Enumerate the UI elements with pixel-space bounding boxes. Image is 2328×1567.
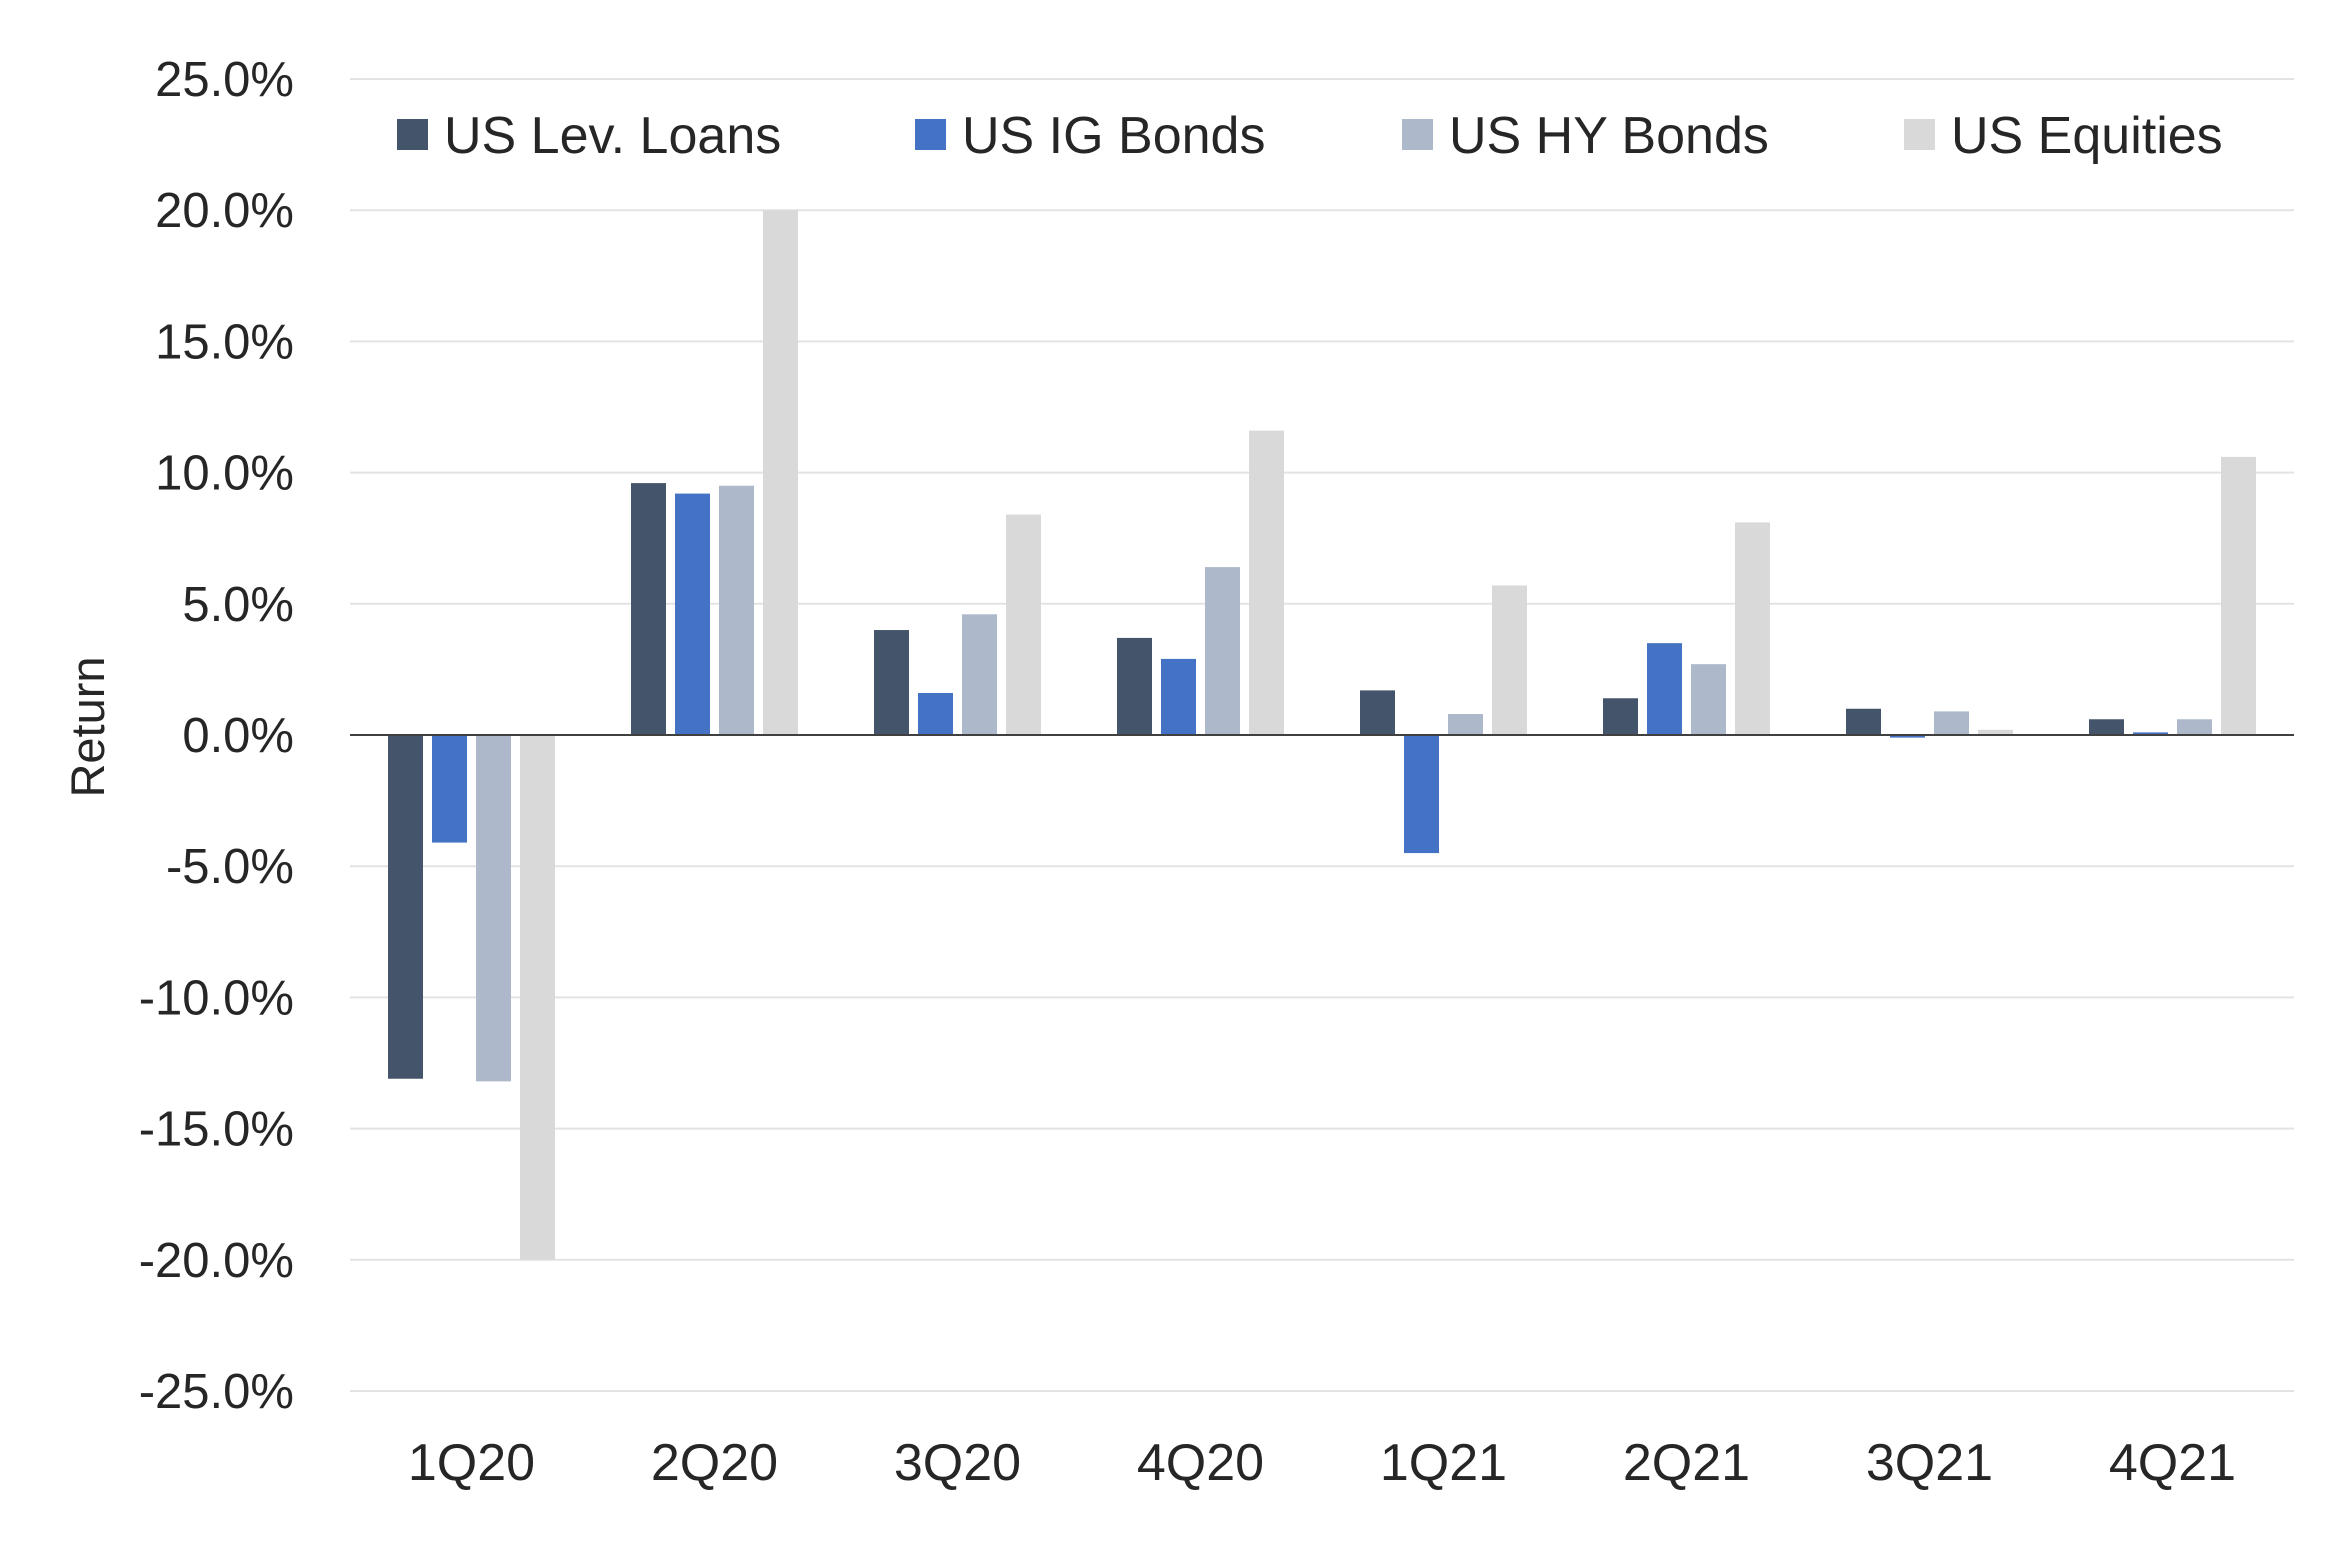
legend-item-us-equities: US Equities — [1904, 107, 2223, 165]
x-category-label: 1Q21 — [1380, 1434, 1507, 1492]
bar-us-hy-bonds-3q20 — [962, 614, 997, 735]
legend-swatch — [1402, 119, 1433, 150]
y-tick-label: -5.0% — [166, 840, 294, 894]
bar-us-ig-bonds-4q20 — [1161, 658, 1196, 735]
bar-us-lev-loans-1q20 — [388, 735, 423, 1079]
x-category-label: 3Q20 — [894, 1434, 1021, 1492]
bar-us-equities-4q20 — [1249, 430, 1284, 735]
bar-us-equities-4q21 — [2221, 456, 2256, 735]
legend-label: US HY Bonds — [1449, 107, 1769, 165]
legend-item-us-hy-bonds: US HY Bonds — [1402, 107, 1769, 165]
y-tick-label: 5.0% — [182, 578, 294, 632]
x-category-label: 4Q20 — [1137, 1434, 1264, 1492]
y-tick-label: -25.0% — [139, 1365, 294, 1419]
legend-item-us-lev-loans: US Lev. Loans — [397, 107, 781, 165]
y-tick-label: -10.0% — [139, 971, 294, 1025]
legend-swatch — [915, 119, 946, 150]
x-category-label: 2Q20 — [651, 1434, 778, 1492]
bar-us-lev-loans-3q21 — [1846, 708, 1881, 735]
bar-us-lev-loans-2q20 — [631, 483, 666, 735]
bar-us-lev-loans-4q21 — [2089, 719, 2124, 735]
y-tick-label: 0.0% — [182, 709, 294, 763]
bar-us-equities-2q20 — [763, 210, 798, 735]
x-category-label: 4Q21 — [2109, 1434, 2236, 1492]
y-tick-label: -20.0% — [139, 1234, 294, 1288]
bar-us-lev-loans-1q21 — [1360, 690, 1395, 735]
bar-us-ig-bonds-3q20 — [918, 693, 953, 735]
bar-us-ig-bonds-3q21 — [1890, 735, 1925, 738]
bar-us-lev-loans-2q21 — [1603, 698, 1638, 735]
bar-us-equities-2q21 — [1735, 522, 1770, 735]
legend-swatch — [1904, 119, 1935, 150]
bar-us-hy-bonds-2q20 — [719, 485, 754, 735]
bars — [388, 210, 2256, 1260]
legend-label: US IG Bonds — [962, 107, 1265, 165]
y-tick-label: 25.0% — [155, 53, 294, 107]
bar-us-lev-loans-4q20 — [1117, 637, 1152, 735]
bar-us-ig-bonds-4q21 — [2133, 732, 2168, 735]
bar-us-hy-bonds-3q21 — [1934, 711, 1969, 735]
legend-swatch — [397, 119, 428, 150]
legend-label: US Equities — [1951, 107, 2223, 165]
bar-us-hy-bonds-1q21 — [1448, 714, 1483, 735]
gridlines — [350, 78, 2294, 1392]
bar-us-ig-bonds-1q21 — [1404, 735, 1439, 854]
bar-us-ig-bonds-1q20 — [432, 735, 467, 843]
bar-us-hy-bonds-4q21 — [2177, 719, 2212, 735]
bar-us-equities-3q21 — [1978, 729, 2013, 735]
x-axis-category-labels: 1Q20 2Q20 3Q20 4Q20 1Q21 2Q21 3Q21 4Q21 — [408, 1434, 2236, 1492]
legend-item-us-ig-bonds: US IG Bonds — [915, 107, 1265, 165]
x-category-label: 2Q21 — [1623, 1434, 1750, 1492]
x-category-label: 3Q21 — [1866, 1434, 1993, 1492]
y-tick-label: 15.0% — [155, 315, 294, 369]
y-tick-label: -15.0% — [139, 1103, 294, 1157]
y-axis-title: Return — [61, 656, 114, 797]
y-axis-tick-labels: 25.0% 20.0% 15.0% 10.0% 5.0% 0.0% -5.0% -10.0% -… — [139, 53, 294, 1419]
bar-us-hy-bonds-1q20 — [476, 735, 511, 1082]
y-tick-label: 20.0% — [155, 184, 294, 238]
bar-us-equities-1q20 — [520, 735, 555, 1260]
y-tick-label: 10.0% — [155, 447, 294, 501]
bar-us-ig-bonds-2q21 — [1647, 643, 1682, 735]
legend-label: US Lev. Loans — [444, 107, 781, 165]
bar-us-hy-bonds-2q21 — [1691, 664, 1726, 735]
bar-us-equities-1q21 — [1492, 585, 1527, 735]
bar-us-equities-3q20 — [1006, 514, 1041, 735]
bar-us-ig-bonds-2q20 — [675, 493, 710, 735]
bar-us-hy-bonds-4q20 — [1205, 567, 1240, 735]
legend: US Lev. Loans US IG Bonds US HY Bonds US Eq… — [397, 107, 2223, 165]
bar-us-lev-loans-3q20 — [874, 630, 909, 735]
x-category-label: 1Q20 — [408, 1434, 535, 1492]
